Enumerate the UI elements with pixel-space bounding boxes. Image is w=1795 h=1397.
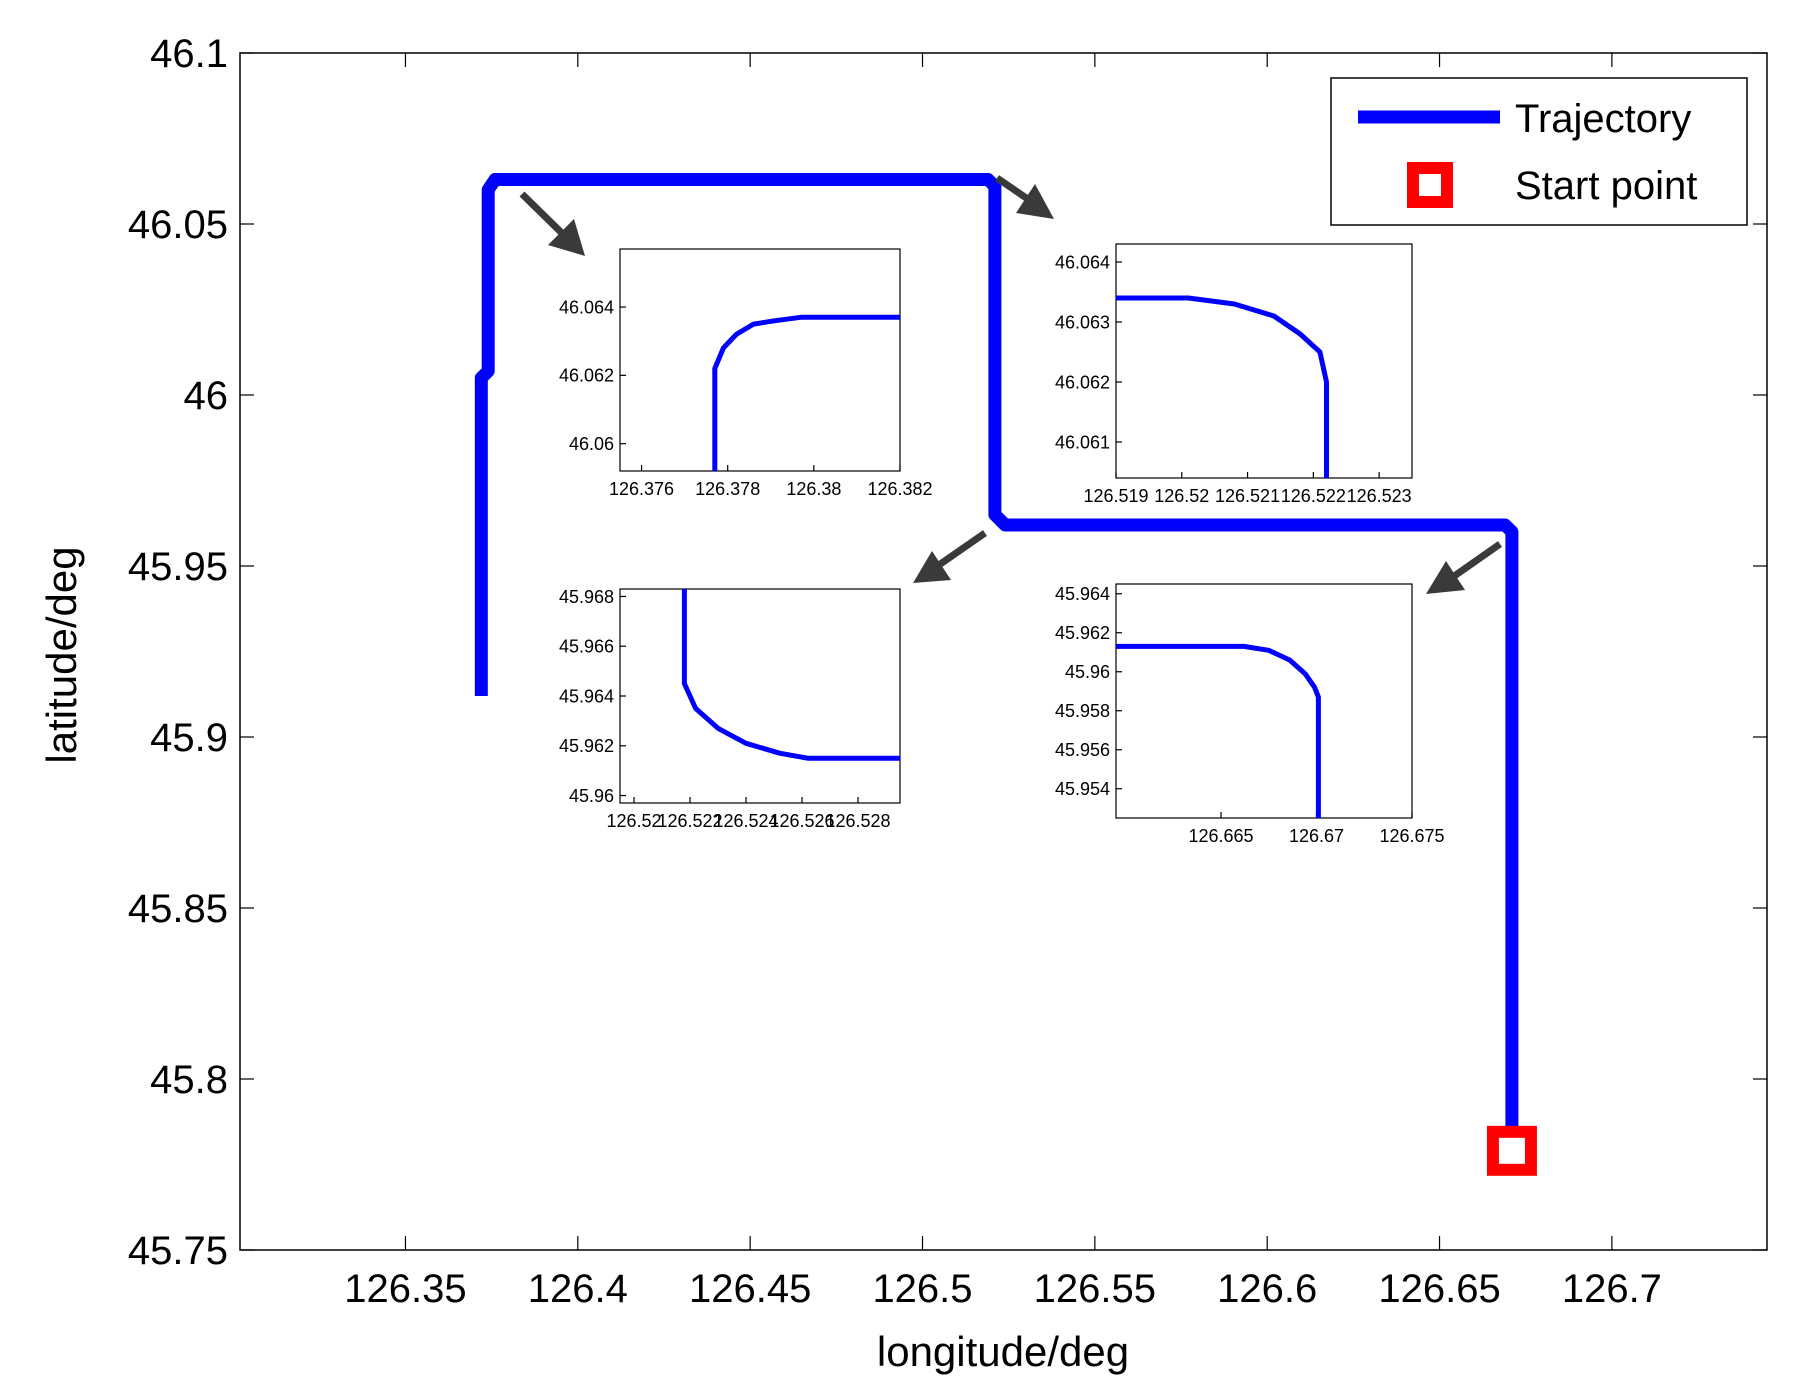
- legend-start-point-label: Start point: [1515, 164, 1697, 208]
- legend-start-point-swatch: [1407, 162, 1453, 208]
- x-tick-label: 126.67: [1289, 826, 1344, 846]
- y-tick-label: 45.75: [128, 1229, 228, 1273]
- x-tick-label: 126.382: [867, 479, 932, 499]
- x-tick-label: 126.65: [1378, 1267, 1500, 1311]
- y-tick-label: 45.958: [1055, 701, 1110, 721]
- zoom-arrow-icon: [913, 530, 987, 583]
- y-tick-label: 46.06: [569, 434, 614, 454]
- inset-plot-2: 126.519 126.52 126.521 126.522 126.523 46.061…: [1055, 243, 1413, 506]
- x-tick-label: 126.526: [769, 811, 834, 831]
- x-tick-label: 126.523: [1347, 486, 1412, 506]
- x-tick-label: 126.4: [528, 1267, 628, 1311]
- y-tick-label: 46.064: [1055, 252, 1110, 272]
- x-tick-label: 126.6: [1217, 1267, 1317, 1311]
- y-tick-label: 46.061: [1055, 432, 1110, 452]
- y-tick-label: 46.1: [150, 32, 228, 76]
- y-tick-label: 46.064: [559, 297, 614, 317]
- x-tick-label: 126.675: [1379, 826, 1444, 846]
- y-tick-label: 46: [184, 374, 229, 418]
- inset-frame: [619, 248, 901, 472]
- x-tick-label: 126.7: [1562, 1267, 1662, 1311]
- y-axis-label: latitude/deg: [38, 546, 85, 763]
- legend: Trajectory Start point: [1330, 77, 1748, 226]
- main-plot: 126.35 126.4 126.45 126.5 126.55 126.6 126.65 1…: [128, 32, 1767, 1311]
- inset-trajectory-line: [1116, 295, 1329, 478]
- inset-plot-1: 126.376 126.378 126.38 126.382 46.06 46.062 46…: [559, 248, 933, 499]
- y-tick-label: 45.956: [1055, 740, 1110, 760]
- inset-frame: [1115, 583, 1413, 819]
- x-axis-label: longitude/deg: [877, 1328, 1129, 1375]
- zoom-arrows: [519, 175, 1503, 594]
- x-tick-label: 126.521: [1215, 486, 1280, 506]
- inset-plot-3: 126.52126.522126.524126.526126.52845.964…: [559, 587, 901, 831]
- y-tick-label: 46.05: [128, 203, 228, 247]
- x-tick-label: 126.5: [872, 1267, 972, 1311]
- zoom-arrow-icon: [1426, 541, 1503, 594]
- x-tick-label: 126.376: [609, 479, 674, 499]
- x-tick-label: 126.378: [695, 479, 760, 499]
- y-tick-label: 45.964: [559, 686, 614, 706]
- y-tick-label: 45.962: [559, 736, 614, 756]
- y-tick-label: 45.9: [150, 716, 228, 760]
- y-tick-label: 45.964: [1055, 584, 1110, 604]
- x-tick-label: 126.524: [713, 811, 778, 831]
- x-tick-label: 126.38: [786, 479, 841, 499]
- inset-plot-4: 126.665 126.67 126.675 45.954 45.956 45.958 45…: [1055, 583, 1445, 846]
- x-tick-label: 126.528: [825, 811, 890, 831]
- y-tick-label: 46.063: [1055, 312, 1110, 332]
- y-tick-label: 46.062: [1055, 372, 1110, 392]
- x-tick-label: 126.519: [1083, 486, 1148, 506]
- start-point-marker: [1486, 1125, 1537, 1176]
- inset-trajectory-line: [1116, 643, 1321, 818]
- trajectory-line: [474, 173, 1519, 1141]
- y-tick-label: 45.95: [128, 545, 228, 589]
- zoom-arrow-icon: [519, 191, 585, 256]
- legend-frame: [1330, 77, 1748, 226]
- y-tick-label: 46.062: [559, 366, 614, 386]
- x-tick-label: 126.52: [606, 811, 661, 831]
- inset-frame: [619, 588, 901, 804]
- x-tick-label: 126.35: [344, 1267, 466, 1311]
- x-tick-label: 126.522: [1281, 486, 1346, 506]
- y-tick-label: 45.85: [128, 887, 228, 931]
- x-tick-label: 126.45: [689, 1267, 811, 1311]
- x-tick-label: 126.665: [1188, 826, 1253, 846]
- zoom-arrow-icon: [995, 175, 1054, 219]
- inset-trajectory-line: [712, 314, 900, 471]
- main-axes-frame: [239, 52, 1768, 1251]
- y-tick-label: 45.968: [559, 587, 614, 607]
- x-tick-label: 126.52: [1154, 486, 1209, 506]
- x-tick-label: 126.55: [1034, 1267, 1156, 1311]
- legend-trajectory-label: Trajectory: [1515, 97, 1691, 141]
- y-tick-label: 45.96: [569, 786, 614, 806]
- y-tick-label: 45.8: [150, 1058, 228, 1102]
- y-tick-label: 45.954: [1055, 779, 1110, 799]
- inset-trajectory-line: [681, 589, 900, 761]
- x-tick-label: 126.522: [657, 811, 722, 831]
- y-tick-label: 45.962: [1055, 623, 1110, 643]
- y-tick-label: 45.966: [559, 637, 614, 657]
- y-tick-label: 45.96: [1065, 662, 1110, 682]
- inset-frame: [1115, 243, 1413, 479]
